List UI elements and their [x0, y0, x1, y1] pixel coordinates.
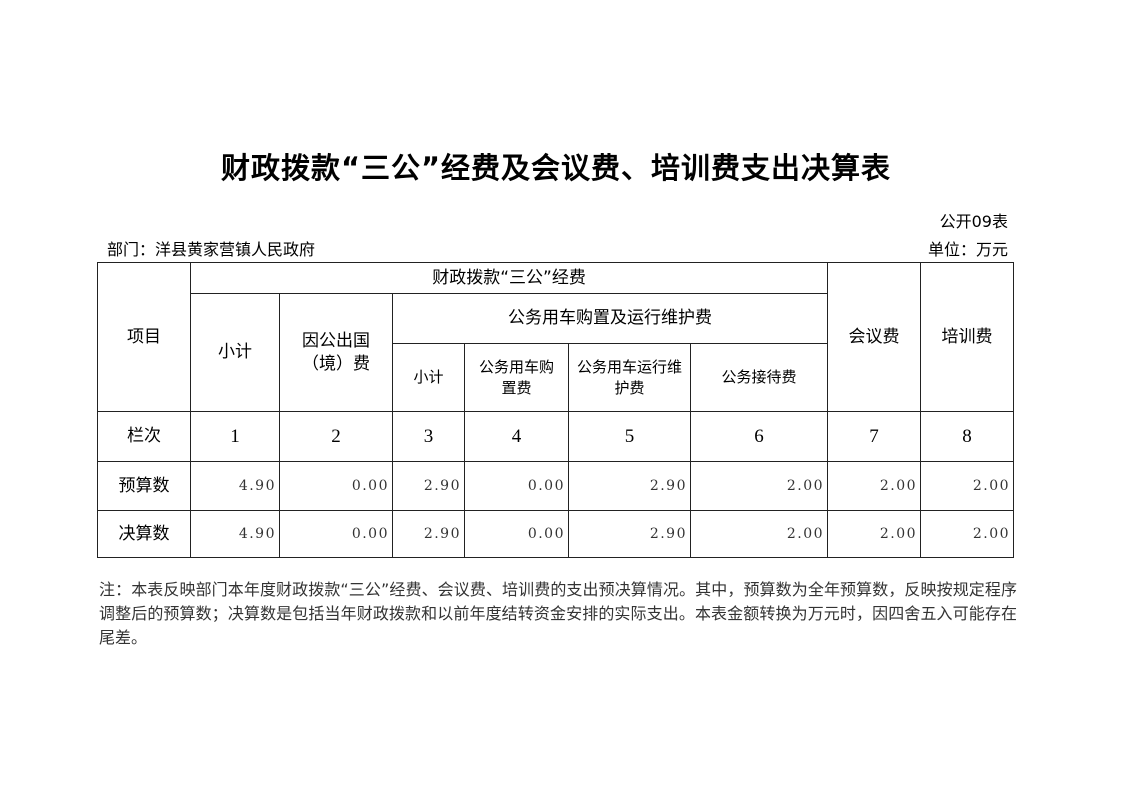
item-header: 项目	[97, 262, 191, 412]
overseas-header: 因公出国（境）费	[279, 293, 393, 412]
cell: 2.00	[689, 461, 829, 511]
form-number: 公开09表	[939, 212, 1008, 231]
cell: 2.00	[827, 461, 922, 511]
cell: 8	[920, 411, 1015, 462]
row-label: 预算数	[97, 461, 191, 511]
department-label: 部门：洋县黄家营镇人民政府	[107, 240, 316, 259]
cell: 0.00	[279, 461, 393, 511]
subtotal-header: 小计	[190, 293, 280, 412]
vehicle-group-header: 公务用车购置及运行维护费	[391, 293, 829, 344]
cell: 2	[279, 411, 393, 462]
group-header: 财政拨款“三公”经费	[189, 262, 829, 294]
meeting-header: 会议费	[827, 262, 922, 412]
unit-label: 单位：万元	[927, 240, 1008, 259]
row-label: 栏次	[97, 411, 191, 462]
cell: 2.90	[568, 461, 691, 511]
cell: 0.00	[464, 510, 569, 558]
cell: 1	[190, 411, 280, 462]
cell: 2.00	[920, 461, 1015, 511]
cell: 2.00	[920, 510, 1015, 558]
table-row: 栏次 1 2 3 4 5 6 7 8	[97, 411, 1015, 462]
vehicle-purchase-header: 公务用车购置费	[464, 343, 569, 412]
cell: 4.90	[190, 461, 280, 511]
cell: 2.90	[392, 510, 465, 558]
table-row: 决算数 4.90 0.00 2.90 0.00 2.90 2.00 2.00 2…	[97, 510, 1015, 558]
training-header: 培训费	[920, 262, 1015, 412]
page-title: 财政拨款“三公”经费及会议费、培训费支出决算表	[220, 151, 892, 185]
cell: 4	[464, 411, 569, 462]
reception-header: 公务接待费	[689, 343, 829, 412]
cell: 3	[392, 411, 465, 462]
cell: 5	[568, 411, 691, 462]
cell: 7	[827, 411, 922, 462]
row-label: 决算数	[97, 510, 191, 558]
cell: 2.90	[392, 461, 465, 511]
vehicle-operation-header: 公务用车运行维护费	[568, 343, 691, 412]
cell: 0.00	[464, 461, 569, 511]
footnote: 注：本表反映部门本年度财政拨款“三公”经费、会议费、培训费的支出预决算情况。其中…	[99, 580, 1017, 647]
cell: 2.00	[689, 510, 829, 558]
expenditure-table: 项目 财政拨款“三公”经费 会议费 培训费 小计 因公出国（境）费 公务用车购置…	[97, 262, 1015, 558]
cell: 2.00	[827, 510, 922, 558]
cell: 0.00	[279, 510, 393, 558]
cell: 2.90	[568, 510, 691, 558]
vehicle-subtotal-header: 小计	[392, 343, 465, 412]
cell: 6	[689, 411, 829, 462]
table-row: 预算数 4.90 0.00 2.90 0.00 2.90 2.00 2.00 2…	[97, 461, 1015, 511]
cell: 4.90	[190, 510, 280, 558]
